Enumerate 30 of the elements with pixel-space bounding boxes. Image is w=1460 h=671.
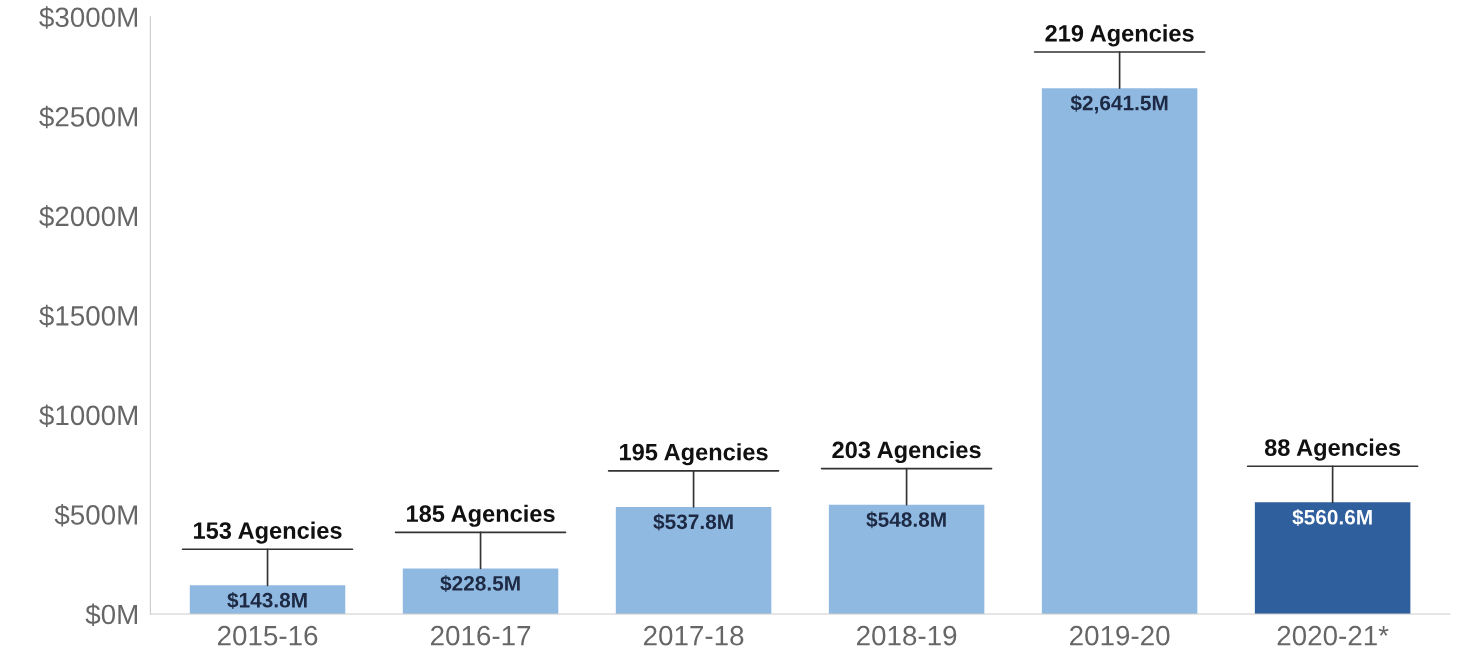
y-tick-label: $0M (85, 603, 137, 626)
y-tick-label: $1500M (39, 304, 137, 328)
bar (615, 506, 772, 614)
x-tick-label: 2016-17 (430, 625, 531, 646)
x-tick-label: 2018-19 (857, 625, 957, 646)
data-label: $2,641.5M (1070, 94, 1168, 114)
annotation: 153 Agencies (194, 521, 342, 544)
bar (828, 504, 985, 614)
annotation: 195 Agencies (620, 443, 768, 466)
x-tick-label: 2019-20 (1070, 625, 1170, 646)
annotation: 203 Agencies (832, 440, 981, 464)
annotation: 88 Agencies (1264, 438, 1401, 461)
data-label: $537.8M (653, 513, 733, 531)
bar (1254, 502, 1411, 614)
y-tick-label: $500M (54, 503, 137, 527)
y-tick-label: $2000M (39, 205, 137, 228)
x-tick-label: 2015-16 (217, 625, 318, 646)
data-label: $560.6M (1292, 508, 1372, 526)
y-tick-label: $3000M (39, 6, 137, 29)
annotation: 219 Agencies (1045, 24, 1194, 47)
annotation: 185 Agencies (407, 504, 555, 527)
data-label: $548.8M (866, 511, 946, 529)
data-label: $228.5M (440, 575, 520, 593)
y-tick-label: $1000M (39, 404, 137, 427)
data-label: $143.8M (227, 591, 307, 609)
bar (402, 568, 559, 614)
y-tick-label: $2500M (39, 105, 137, 129)
x-tick-label: 2017-18 (644, 625, 744, 646)
bar (1041, 88, 1198, 614)
x-tick-label: 2020-21* (1277, 625, 1389, 646)
